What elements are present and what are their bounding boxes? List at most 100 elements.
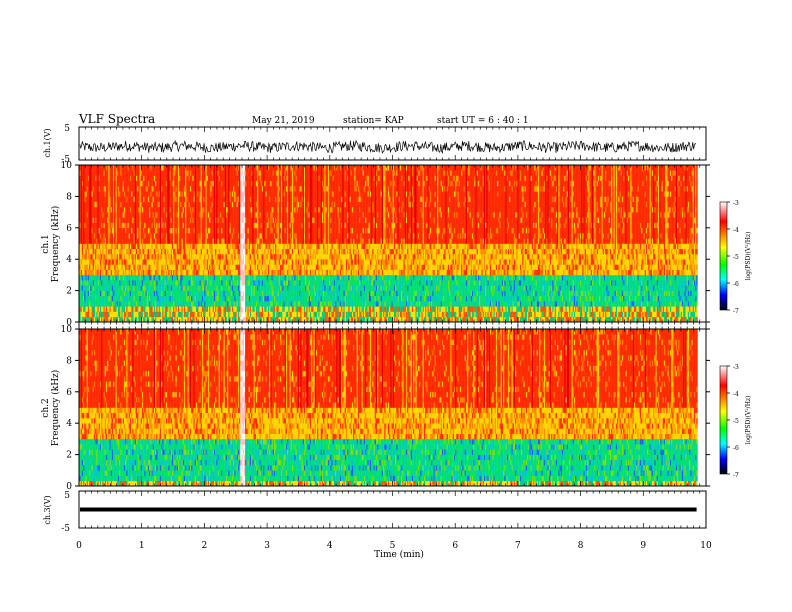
spectrogram-cell <box>93 291 94 297</box>
spectrogram-cell <box>100 296 101 302</box>
spectrogram-cell <box>114 270 115 276</box>
spectrogram-cell <box>87 196 88 202</box>
spectrogram-cell <box>92 285 93 291</box>
spectrogram-cell <box>110 259 111 265</box>
spectrogram-cell <box>104 249 105 255</box>
spectrogram-cell <box>84 181 85 187</box>
spectrogram-cell <box>116 312 117 318</box>
spectrogram-cell <box>92 181 93 187</box>
spectrogram-cell <box>92 207 93 213</box>
spectrogram-cell <box>110 233 111 239</box>
spectrogram-cell <box>102 285 103 291</box>
spectrogram-cell <box>80 233 81 239</box>
spectrogram-cell <box>106 249 107 255</box>
spectrogram-cell <box>122 228 123 234</box>
spectrogram-cell <box>106 291 107 297</box>
spectrogram-cell <box>96 275 97 281</box>
spectrogram-cell <box>93 306 94 312</box>
spectrogram-cell <box>93 285 94 291</box>
spectrogram-cell <box>92 270 93 276</box>
spectrogram-cell <box>93 212 94 218</box>
spectrogram-cell <box>82 196 83 202</box>
spectrogram-cell <box>94 165 95 171</box>
spectrogram-cell <box>108 312 109 318</box>
spectrogram-cell <box>81 259 82 265</box>
spectrogram-cell <box>113 217 114 223</box>
spectrogram-cell <box>111 264 112 270</box>
spectrogram-cell <box>82 275 83 281</box>
spectrogram-cell <box>105 233 106 239</box>
spectrogram-cell <box>119 165 120 171</box>
spectrogram-cell <box>111 175 112 181</box>
spectrogram-cell <box>93 191 94 197</box>
spectrogram-cell <box>94 312 95 318</box>
spectrogram-cell <box>107 207 108 213</box>
spectrogram-cell <box>122 254 123 260</box>
spectrogram-cell <box>88 275 89 281</box>
spectrogram-cell <box>96 170 97 176</box>
ch1-ytick-top: 5 <box>64 124 70 134</box>
start-ut-label: start UT = 6 : 40 : 1 <box>437 116 529 126</box>
spectrogram-cell <box>102 280 103 286</box>
spectrogram-cell <box>101 249 102 255</box>
spectrogram-cell <box>99 217 100 223</box>
spectrogram-cell <box>112 249 113 255</box>
spectrogram-cell <box>87 170 88 176</box>
spectrogram-cell <box>86 301 87 307</box>
spectrogram-cell <box>94 296 95 302</box>
spectrogram-cell <box>95 296 96 302</box>
spectrogram-cell <box>119 270 120 276</box>
spectrogram-cell <box>116 186 117 192</box>
spectrogram-cell <box>80 244 81 250</box>
spectrogram-cell <box>84 186 85 192</box>
spectrogram-cell <box>111 233 112 239</box>
spectrogram-cell <box>95 312 96 318</box>
spectrogram-cell <box>120 223 121 229</box>
spectrogram-cell <box>90 254 91 260</box>
spectrogram-cell <box>100 270 101 276</box>
spectrogram-cell <box>81 238 82 244</box>
spectrogram-cell <box>82 285 83 291</box>
spectrogram-cell <box>89 186 90 192</box>
spectrogram-cell <box>88 280 89 286</box>
spectrogram-cell <box>100 207 101 213</box>
spectrogram-cell <box>87 202 88 208</box>
spectrogram-cell <box>112 165 113 171</box>
spectrogram-cell <box>107 228 108 234</box>
spectrogram-cell <box>92 233 93 239</box>
spectrogram-cell <box>88 301 89 307</box>
spectrogram-cell <box>102 175 103 181</box>
spectrogram-cell <box>99 165 100 171</box>
spectrogram-cell <box>105 264 106 270</box>
spectrogram-cell <box>117 301 118 307</box>
spectrogram-cell <box>116 244 117 250</box>
spectrogram-cell <box>106 306 107 312</box>
spectrogram-cell <box>120 196 121 202</box>
spectrogram-cell <box>81 249 82 255</box>
spectrogram-cell <box>87 181 88 187</box>
spectrogram-cell <box>95 181 96 187</box>
spectrogram-cell <box>88 238 89 244</box>
spectrogram-cell <box>102 191 103 197</box>
spectrogram-cell <box>89 170 90 176</box>
spectrogram-cell <box>89 312 90 318</box>
spectrogram-cell <box>84 175 85 181</box>
spectrogram-cell <box>80 280 81 286</box>
spectrogram-cell <box>102 275 103 281</box>
spectrogram-cell <box>83 228 84 234</box>
spectrogram-cell <box>122 306 123 312</box>
spectrogram-cell <box>94 249 95 255</box>
spectrogram-cell <box>114 254 115 260</box>
spectrogram-cell <box>90 312 91 318</box>
spectrogram-cell <box>88 317 89 323</box>
spectrogram-cell <box>80 207 81 213</box>
spectrogram-cell <box>83 296 84 302</box>
spectrogram-cell <box>105 249 106 255</box>
spectrogram-cell <box>90 306 91 312</box>
spectrogram-cell <box>99 223 100 229</box>
spectrogram-cell <box>111 296 112 302</box>
spectrogram-cell <box>102 238 103 244</box>
spectrogram-cell <box>81 202 82 208</box>
spectrogram-cell <box>95 175 96 181</box>
spectrogram-cell <box>82 270 83 276</box>
